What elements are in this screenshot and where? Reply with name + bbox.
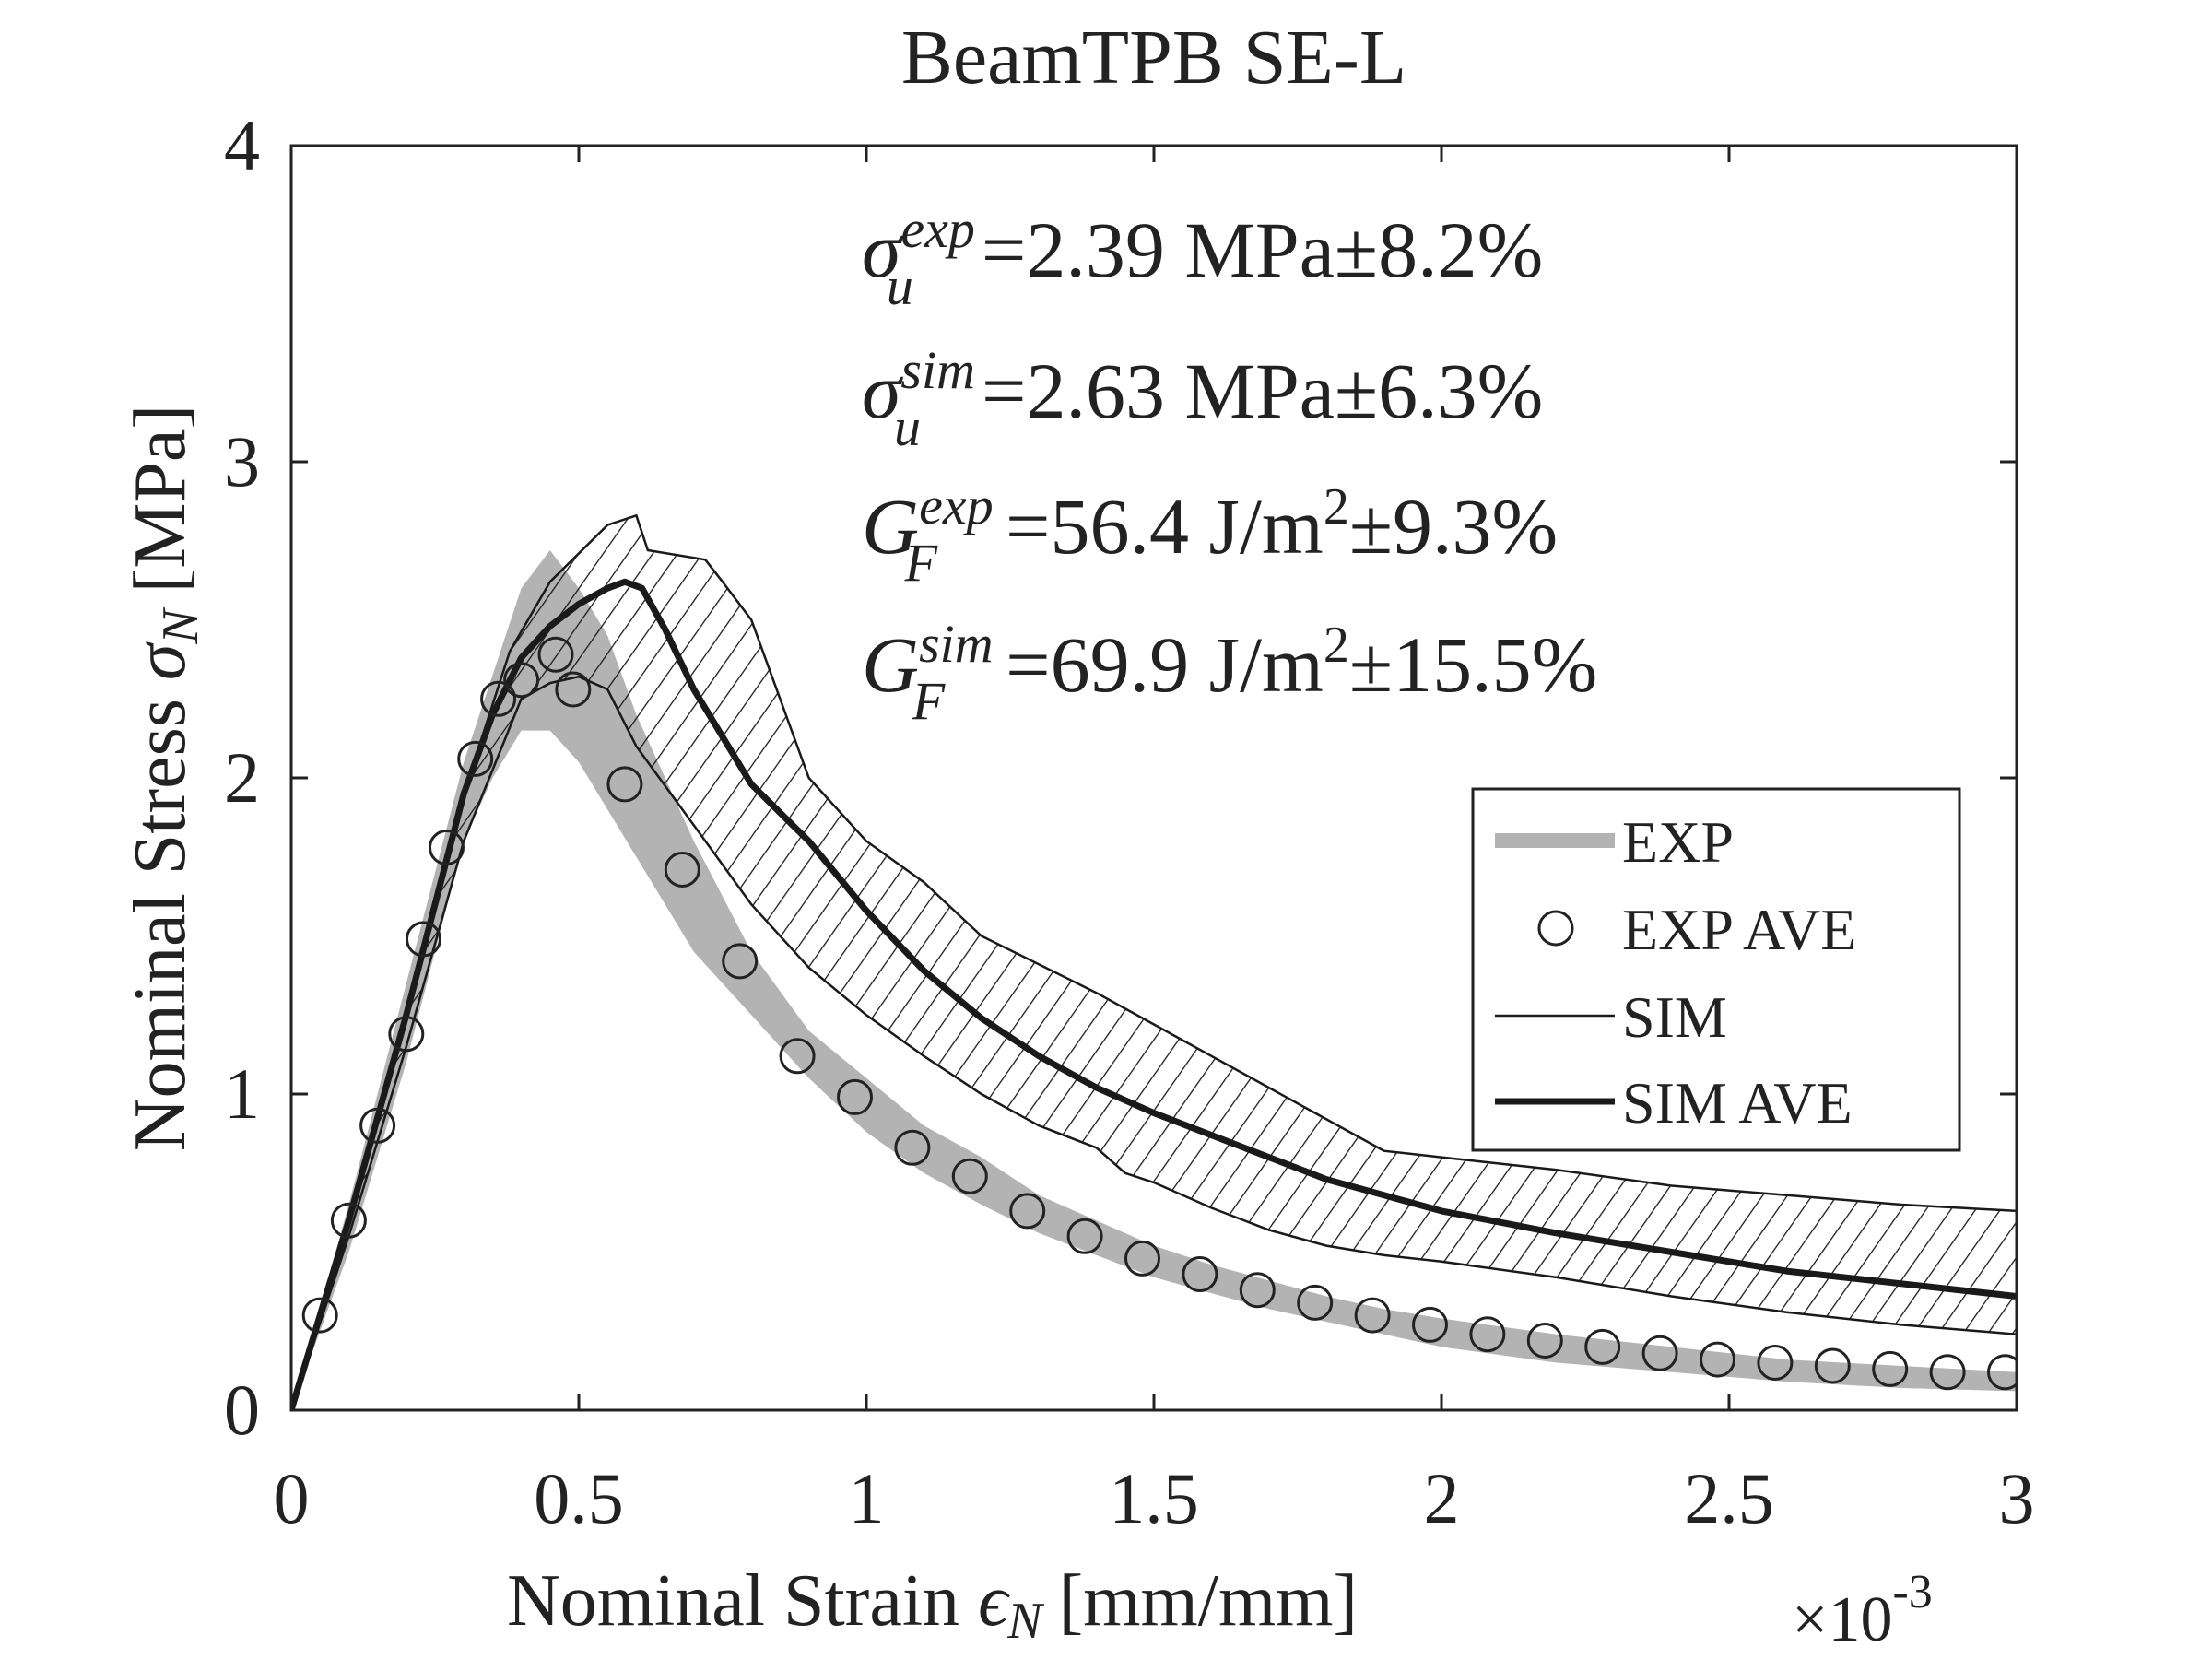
annotation-g-sim: Gsim F =69.9 J/m2±15.5%	[862, 614, 1597, 731]
legend-swatch-exp-ave	[1537, 910, 1574, 947]
series-sim-ave-line	[291, 578, 2017, 1410]
x-tick-label: 3	[1999, 1458, 2035, 1538]
series-exp-ave-marker	[606, 766, 643, 803]
series-exp-ave-marker	[1182, 1256, 1218, 1292]
series-exp-ave-marker	[1297, 1284, 1334, 1321]
series-exp-ave-marker	[664, 852, 700, 888]
x-tick-label: 2.5	[1684, 1458, 1774, 1538]
series-sim-upper-line	[291, 513, 2017, 1410]
series-exp-ave-marker	[555, 671, 592, 708]
y-tick-label: 3	[224, 421, 260, 501]
series-exp-ave-marker	[951, 1158, 988, 1194]
series-exp-ave-marker	[359, 1107, 396, 1144]
legend-label-exp-ave: EXP AVE	[1622, 897, 1856, 962]
chart-title: BeamTPB SE-L	[901, 15, 1406, 100]
series-exp-ave-marker	[779, 1038, 816, 1075]
annotation-g-exp: Gexp F =56.4 J/m2±9.3%	[862, 476, 1558, 593]
series-exp-ave-marker	[457, 740, 494, 777]
y-tick-label: 1	[224, 1053, 260, 1134]
y-tick-label: 0	[224, 1370, 260, 1450]
series-exp-ave-marker	[1009, 1193, 1046, 1230]
series-exp-ave-marker	[1814, 1347, 1851, 1384]
series-exp-ave-marker	[503, 662, 540, 699]
series-exp-ave-marker	[330, 1202, 367, 1239]
x-axis-label: Nominal Strain ϵN [mm/mm]	[507, 1560, 1358, 1650]
x-tick-label: 1.5	[1109, 1458, 1199, 1538]
legend-label-exp: EXP	[1622, 809, 1734, 875]
annotation-sigma-sim: σsim u =2.63 MPa±6.3%	[862, 340, 1543, 457]
series-exp-ave-marker	[894, 1129, 931, 1166]
legend-label-sim: SIM	[1622, 984, 1727, 1050]
series-exp-ave-marker	[1700, 1341, 1735, 1378]
series-exp-ave-marker	[1872, 1350, 1909, 1387]
x-tick-label: 0	[274, 1458, 310, 1538]
series-exp-ave-marker	[1929, 1354, 1966, 1391]
series-exp-ave-marker	[388, 1016, 425, 1053]
legend-label-sim-ave: SIM AVE	[1622, 1070, 1853, 1135]
series-exp-ave-marker	[1526, 1323, 1563, 1359]
y-tick-label: 2	[224, 737, 260, 818]
series-exp-ave-marker	[1584, 1328, 1621, 1365]
x-tick-label: 1	[849, 1458, 885, 1538]
plot-area	[291, 513, 2017, 1410]
y-tick-label: 4	[224, 105, 260, 185]
y-axis-label: Nominal Stress σN[MPa]	[120, 405, 209, 1151]
x-axis-exponent: ×10-3	[1792, 1566, 1933, 1655]
tick-layer: 0 0.5 1 1.5 2 2.5 3 0 1 2 3 4	[224, 105, 2035, 1538]
series-exp-ave-marker	[722, 943, 759, 980]
series-sim-lower-line	[291, 675, 2017, 1410]
series-exp-ave-marker	[537, 636, 574, 673]
series-exp-ave-marker	[301, 1297, 338, 1334]
series-exp-ave-marker	[406, 921, 441, 958]
x-tick-label: 2	[1424, 1458, 1460, 1538]
series-exp-ave-marker	[1239, 1272, 1276, 1309]
series-exp-ave-marker	[1354, 1297, 1391, 1334]
series-exp-ave-marker	[429, 830, 465, 865]
annotation-sigma-exp: σexp u =2.39 MPa±8.2%	[862, 199, 1543, 316]
x-tick-label: 0.5	[534, 1458, 624, 1538]
series-exp-ave-marker	[1987, 1354, 2017, 1391]
series-exp-ave-marker	[1124, 1240, 1160, 1277]
series-exp-ave-marker	[480, 680, 517, 717]
series-exp-ave-marker	[1412, 1306, 1448, 1343]
series-exp-ave-marker	[837, 1078, 873, 1115]
series-exp-ave-marker	[1757, 1345, 1794, 1381]
annotations: σexp u =2.39 MPa±8.2% σsim u =2.63 MPa±6.3% …	[862, 199, 1597, 731]
legend: EXP EXP AVE SIM SIM AVE	[1471, 787, 1961, 1152]
legend-box	[1471, 787, 1961, 1152]
series-exp-ave-marker	[1066, 1218, 1103, 1254]
series-exp-ave-marker	[1641, 1335, 1678, 1371]
series-exp-ave-marker	[1469, 1316, 1506, 1353]
